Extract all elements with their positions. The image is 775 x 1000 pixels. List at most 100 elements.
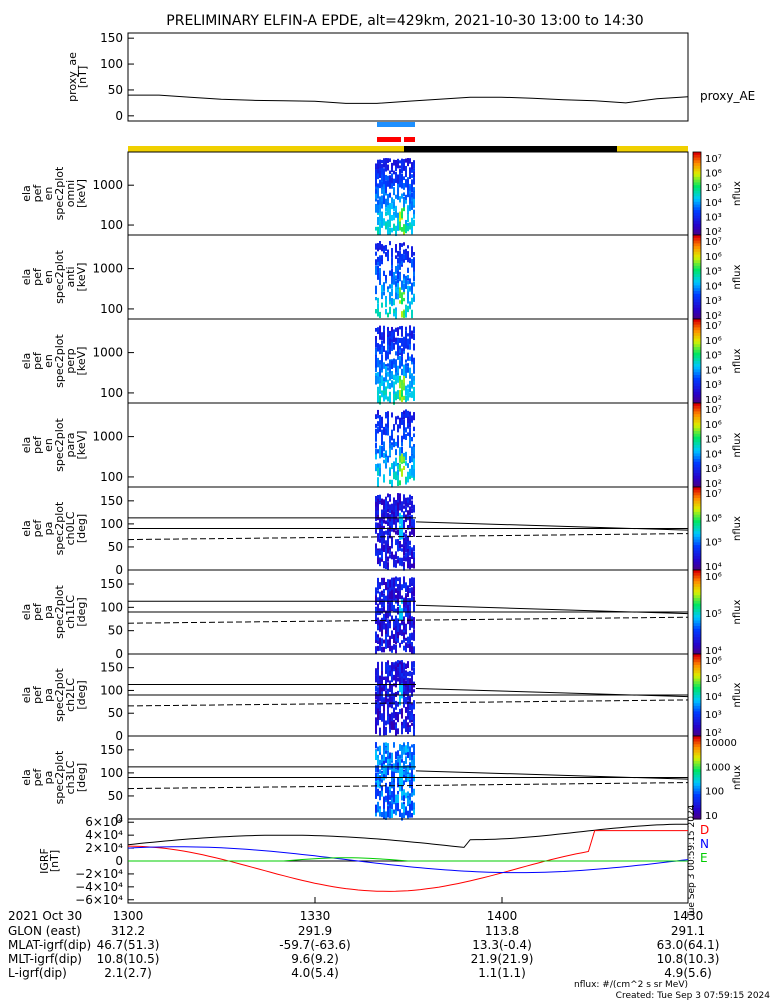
heatmap-cell <box>377 778 379 788</box>
colorbar-segment <box>693 686 701 691</box>
footer-row-value: 2.1(2.7) <box>104 966 152 980</box>
heatmap-cell <box>397 184 399 192</box>
heatmap-cell <box>377 681 379 687</box>
colorbar-segment <box>693 160 701 164</box>
heatmap-cell <box>405 751 407 756</box>
heatmap-cell <box>407 181 409 191</box>
heatmap-cell <box>395 393 397 401</box>
heatmap-cell <box>387 789 389 798</box>
colorbar-segment <box>693 204 701 208</box>
heatmap-cell <box>393 695 395 700</box>
sunlit-bar <box>617 146 688 152</box>
heatmap-cell <box>411 228 413 235</box>
heatmap-cell <box>377 376 379 383</box>
heatmap-cell <box>403 548 405 556</box>
colorbar-tick-label: 10⁵ <box>705 538 722 549</box>
heatmap-cell <box>401 676 403 684</box>
colorbar-segment <box>693 210 701 214</box>
colorbar-segment <box>693 324 701 328</box>
heatmap-cell <box>407 556 409 564</box>
heatmap-cell <box>385 191 387 196</box>
heatmap-cell <box>407 338 409 346</box>
proxy-ae-ytick-label: 0 <box>115 109 123 123</box>
heatmap-cell <box>393 342 395 350</box>
heatmap-cell <box>411 309 413 319</box>
heatmap-cell <box>409 753 411 761</box>
heatmap-cell <box>411 199 413 203</box>
panel-ylabel: pef <box>31 435 44 454</box>
heatmap-cell <box>411 203 413 208</box>
heatmap-cell <box>397 625 399 633</box>
panel-ytick-label: 50 <box>108 706 123 720</box>
heatmap-cell <box>391 162 393 169</box>
heatmap-cell <box>405 365 407 373</box>
colorbar-segment <box>693 333 701 337</box>
heatmap-cell <box>395 340 397 345</box>
heatmap-cell <box>401 208 403 215</box>
heatmap-cell <box>387 396 389 402</box>
heatmap-cell <box>379 228 381 236</box>
heatmap-cell <box>375 377 377 383</box>
heatmap-cell <box>407 608 409 613</box>
colorbar-segment <box>693 684 701 688</box>
colorbar-segment <box>693 500 701 505</box>
colorbar-segment <box>693 598 701 602</box>
heatmap-cell <box>377 174 379 180</box>
heatmap-cell <box>413 755 415 759</box>
heatmap-cell <box>409 803 411 811</box>
heatmap-cell <box>393 387 395 392</box>
heatmap-cell <box>399 463 401 470</box>
igrf-ytick-label: 2×10⁴ <box>85 841 123 855</box>
colorbar-tick-label: 10 <box>705 811 718 822</box>
colorbar-segment <box>693 517 701 521</box>
heatmap-cell <box>389 337 391 346</box>
heatmap-cell <box>379 374 381 382</box>
colorbar-segment <box>693 722 701 726</box>
colorbar-segment <box>693 586 701 591</box>
colorbar-tick-label: 10⁷ <box>705 489 722 500</box>
footer-row-value: 4.0(5.4) <box>291 966 339 980</box>
heatmap-cell <box>395 275 397 280</box>
colorbar-segment <box>693 237 701 242</box>
heatmap-cell <box>403 456 405 462</box>
heatmap-cell <box>403 411 405 418</box>
heatmap-cell <box>389 587 391 593</box>
colorbar-segment <box>693 522 701 527</box>
heatmap-cell <box>381 512 383 518</box>
heatmap-cell <box>407 671 409 677</box>
heatmap-cell <box>401 389 403 397</box>
proxy-ae-ylabel: [nT] <box>76 66 89 88</box>
heatmap-cell <box>411 623 413 628</box>
colorbar-segment <box>693 572 701 577</box>
heatmap-cell <box>407 765 409 772</box>
heatmap-cell <box>411 522 413 528</box>
heatmap-cell <box>413 647 415 653</box>
heatmap-cell <box>375 348 377 355</box>
heatmap-cell <box>411 676 413 682</box>
colorbar-segment <box>693 813 701 817</box>
igrf-total-line <box>127 823 688 848</box>
colorbar-segment <box>693 673 701 677</box>
colorbar-segment <box>693 179 701 184</box>
heatmap-cell <box>381 550 383 560</box>
heatmap-cell <box>409 678 411 687</box>
heatmap-cell <box>379 209 381 213</box>
proxy-ae-frame <box>127 32 689 122</box>
colorbar-segment <box>693 695 701 699</box>
heatmap-cell <box>401 544 403 548</box>
colorbar-segment <box>693 232 701 236</box>
heatmap-cell <box>387 411 389 415</box>
heatmap-cell <box>411 760 413 769</box>
heatmap-cell <box>409 683 411 690</box>
colorbar-segment <box>693 268 701 272</box>
colorbar-segment <box>693 654 701 658</box>
heatmap-cell <box>403 364 405 373</box>
heatmap-cell <box>413 426 415 432</box>
heatmap-cell <box>377 695 379 702</box>
panel-ylabel: ch3LC <box>64 760 77 794</box>
heatmap-cell <box>379 382 381 389</box>
heatmap-cell <box>411 182 413 187</box>
heatmap-cell <box>403 662 405 670</box>
panel-ylabel: ela <box>20 520 33 537</box>
heatmap-cell <box>385 450 387 455</box>
